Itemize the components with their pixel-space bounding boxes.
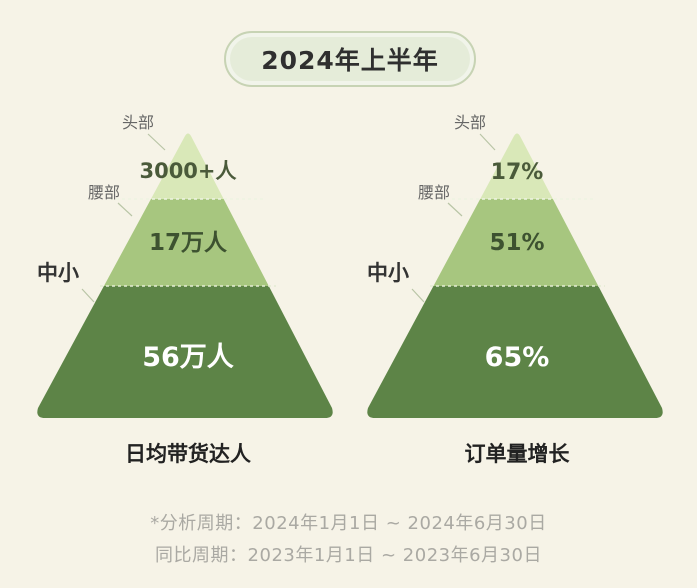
leader-line xyxy=(411,288,425,303)
tier-label-middle: 腰部 xyxy=(418,183,450,202)
leader-line xyxy=(117,202,133,217)
caption-creators: 日均带货达人 xyxy=(125,442,251,466)
tier-value-middle: 51% xyxy=(489,230,544,256)
tier-label-top: 头部 xyxy=(122,113,154,132)
tier-value-bottom: 56万人 xyxy=(142,342,234,373)
tier-label-bottom: 中小 xyxy=(367,261,409,285)
tier-value-top: 3000+人 xyxy=(139,159,236,183)
tier-label-top: 头部 xyxy=(454,113,486,132)
leader-line xyxy=(147,133,166,151)
tier-value-middle: 17万人 xyxy=(149,230,228,256)
tier-label-middle: 腰部 xyxy=(88,183,120,202)
leader-line xyxy=(479,133,496,151)
pyramid-creators: 3000+人 17万人 56万人 头部 腰部 中小 xyxy=(37,113,333,418)
title-badge: 2024年上半年 xyxy=(224,31,476,87)
tier-label-bottom: 中小 xyxy=(37,261,79,285)
page-title: 2024年上半年 xyxy=(261,46,439,75)
tier-value-bottom: 65% xyxy=(485,342,550,373)
tier-value-top: 17% xyxy=(491,160,544,185)
comparison-period-note: 同比周期：2023年1月1日 ~ 2023年6月30日 xyxy=(155,545,542,566)
leader-line xyxy=(447,202,463,217)
analysis-period-note: *分析周期：2024年1月1日 ~ 2024年6月30日 xyxy=(150,513,547,534)
caption-orders: 订单量增长 xyxy=(464,442,570,466)
pyramid-orders: 17% 51% 65% 头部 腰部 中小 xyxy=(367,113,663,418)
leader-line xyxy=(81,288,95,303)
